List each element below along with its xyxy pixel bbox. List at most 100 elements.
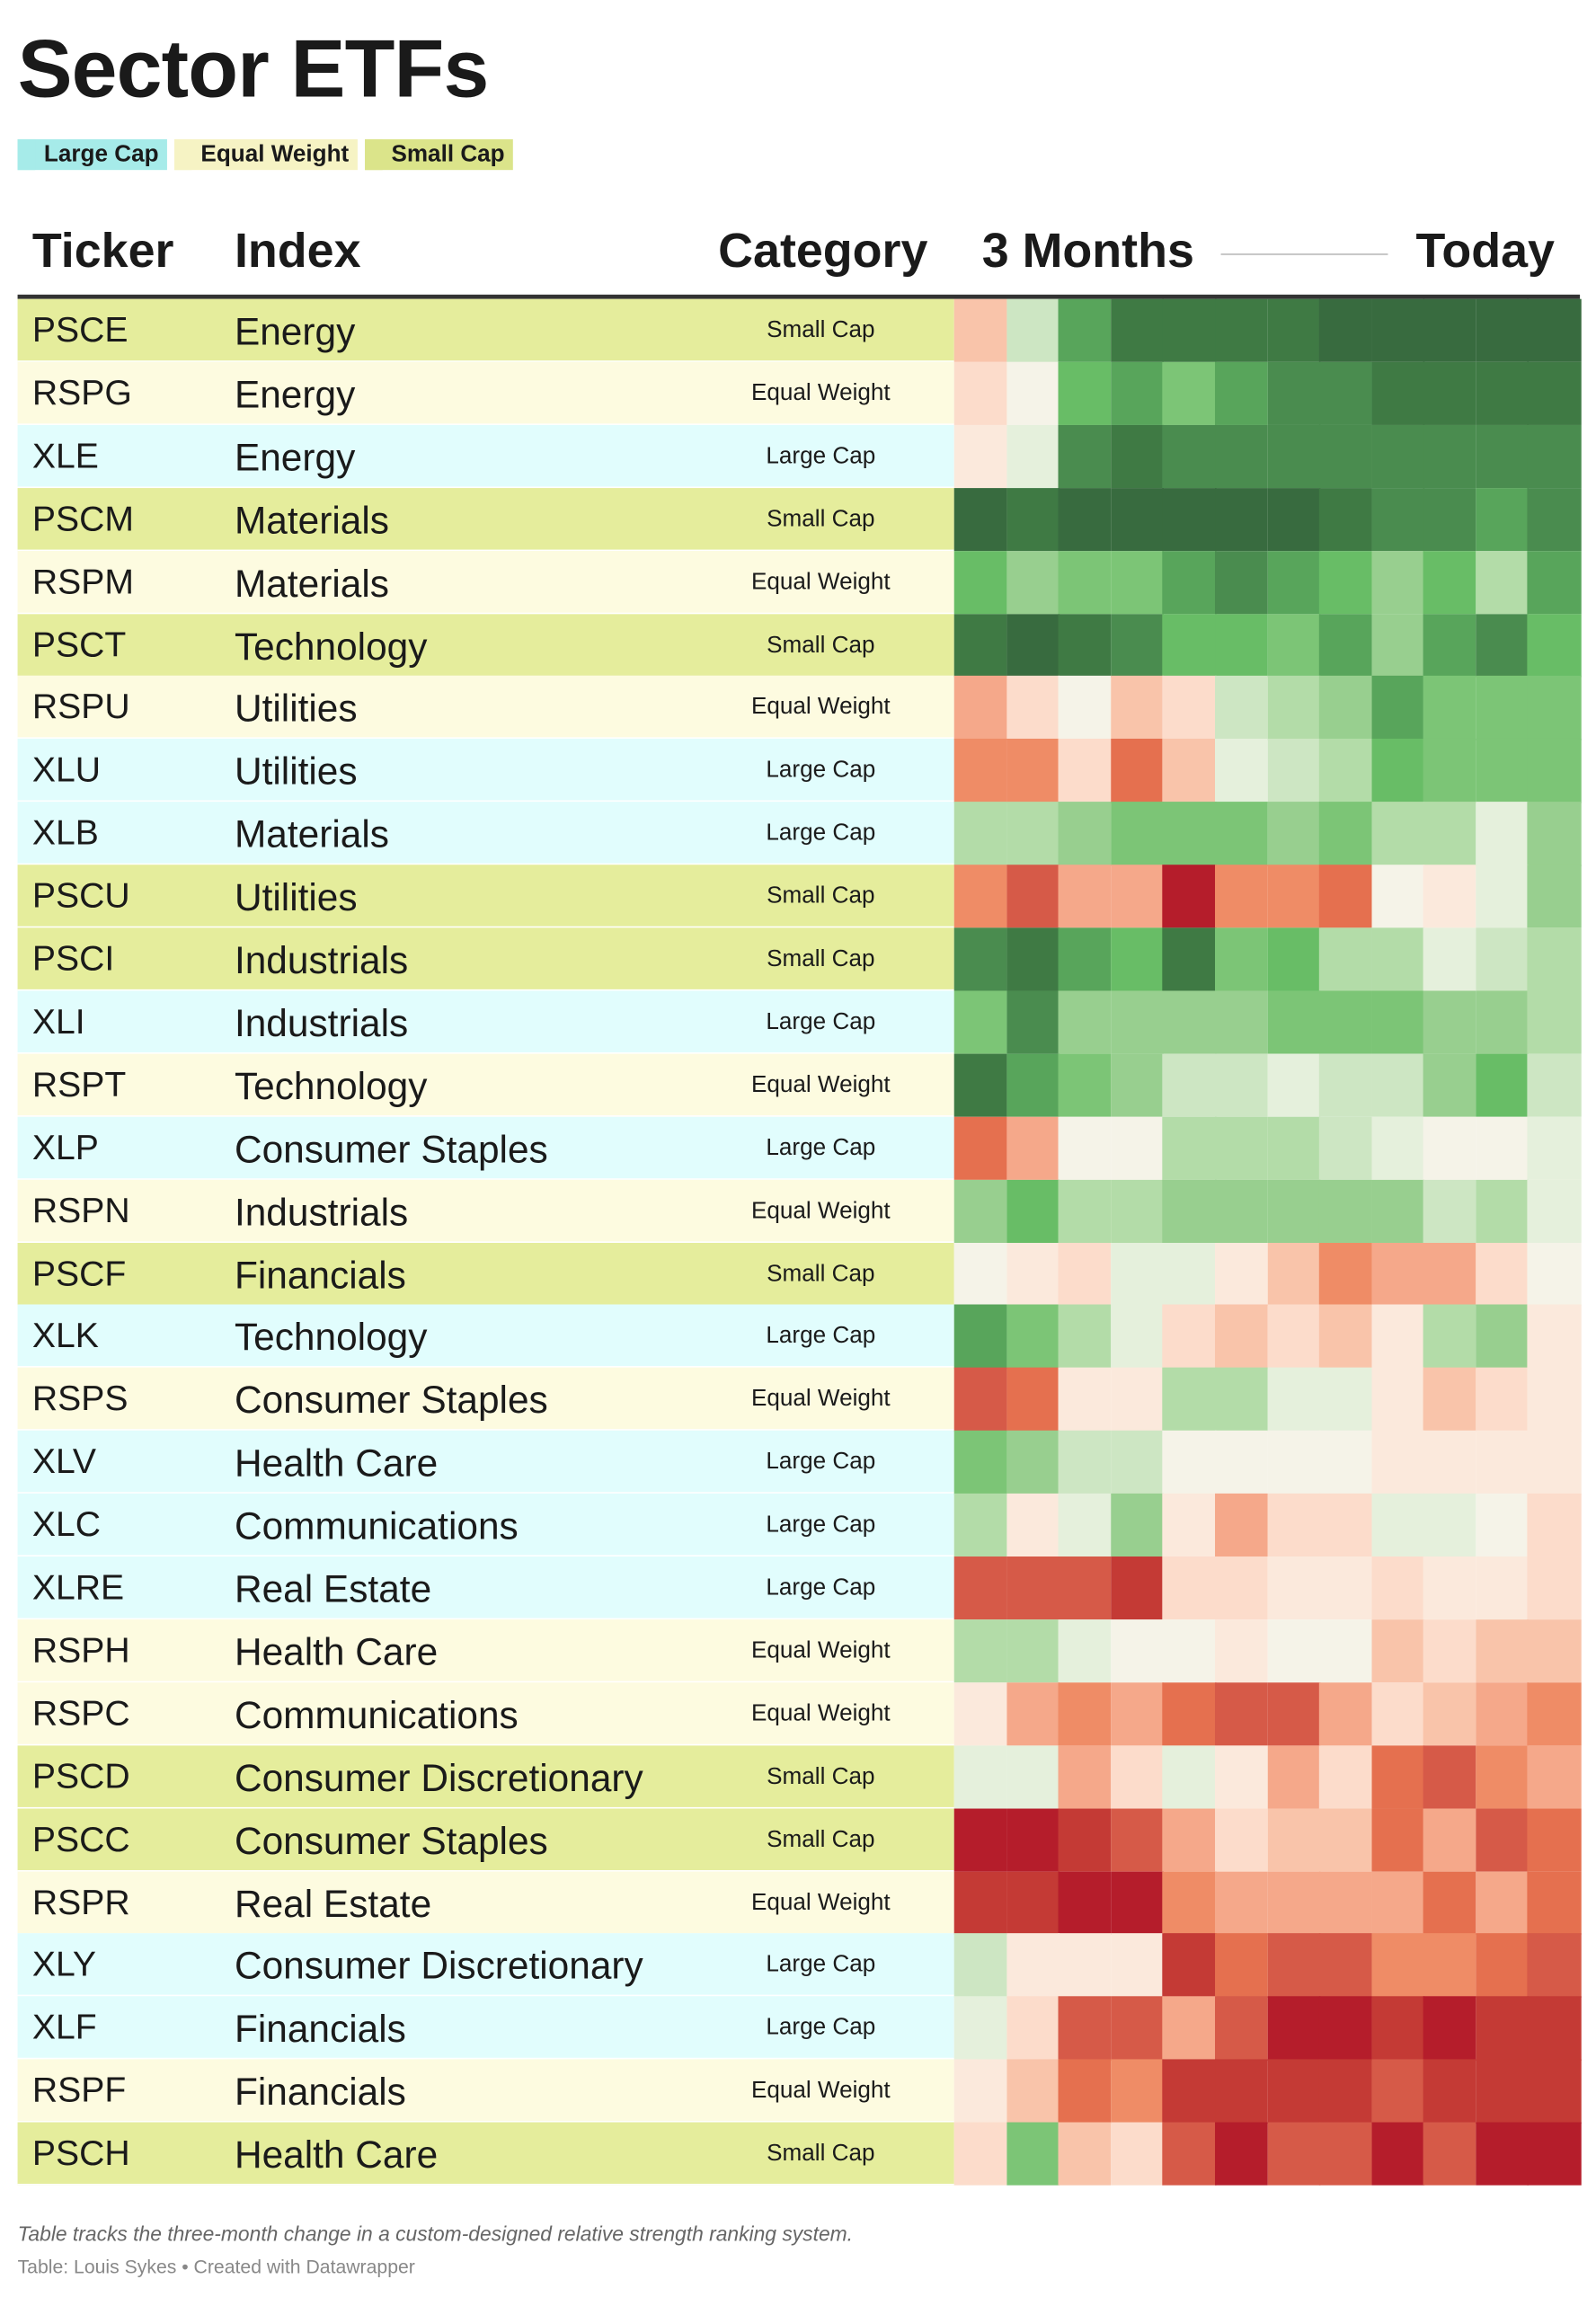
category: Large Cap xyxy=(766,1952,876,1978)
ticker: XLY xyxy=(31,1945,96,1985)
ticker: RSPM xyxy=(31,562,134,602)
heat-cell xyxy=(1476,1556,1530,1620)
heat-cell xyxy=(1370,1305,1424,1369)
heat-cell xyxy=(1370,1116,1424,1181)
index-name: Utilities xyxy=(234,686,358,731)
heat-cell xyxy=(1110,1807,1164,1872)
index-name: Industrials xyxy=(234,937,409,982)
heat-cell xyxy=(1006,1305,1060,1369)
table-row: RSPN Industrials Equal Weight xyxy=(17,1179,954,1243)
heat-cell xyxy=(1162,487,1216,552)
index-name: Utilities xyxy=(234,874,358,919)
heat-cell xyxy=(1162,550,1216,615)
heat-cell xyxy=(1006,990,1060,1055)
heat-cell xyxy=(1214,990,1268,1055)
heat-cell xyxy=(1006,802,1060,866)
legend-swatch xyxy=(174,138,192,171)
heat-cell xyxy=(1476,676,1530,741)
table-row: RSPT Technology Equal Weight xyxy=(17,1053,954,1117)
heat-cell xyxy=(1266,1116,1320,1181)
heat-cell xyxy=(953,2059,1007,2124)
heat-cell xyxy=(1423,550,1477,615)
legend-item: Equal Weight xyxy=(174,138,359,171)
heat-cell xyxy=(1006,1431,1060,1494)
table-row: PSCI Industrials Small Cap xyxy=(17,927,954,991)
index-name: Energy xyxy=(234,372,356,416)
heat-cell xyxy=(1370,927,1424,992)
category: Large Cap xyxy=(766,1009,876,1035)
table-row: XLP Consumer Staples Large Cap xyxy=(17,1116,954,1180)
table-row: RSPG Energy Equal Weight xyxy=(17,361,954,425)
heat-cell xyxy=(1266,802,1320,866)
heat-cell xyxy=(1162,1933,1216,1998)
heat-cell xyxy=(1162,1116,1216,1181)
heat-cell xyxy=(1318,865,1372,929)
heat-cell xyxy=(1423,1807,1477,1872)
heat-cell xyxy=(1423,1179,1477,1243)
heat-cell xyxy=(1370,1744,1424,1809)
heat-cell xyxy=(1214,865,1268,929)
heat-cell xyxy=(1110,927,1164,992)
heat-cell xyxy=(1266,676,1320,741)
index-name: Communications xyxy=(234,1692,519,1737)
heat-cell xyxy=(1058,739,1112,803)
heat-cell xyxy=(1214,1744,1268,1809)
ticker: XLP xyxy=(31,1128,99,1168)
heat-cell xyxy=(953,1431,1007,1494)
heat-cell xyxy=(1214,2122,1268,2186)
category: Equal Weight xyxy=(750,695,891,721)
category: Large Cap xyxy=(766,1512,876,1538)
category: Equal Weight xyxy=(750,1638,891,1663)
index-name: Financials xyxy=(234,1252,406,1297)
table-row: RSPU Utilities Equal Weight xyxy=(17,676,954,740)
heat-cell xyxy=(953,361,1007,426)
heat-cell xyxy=(1476,1305,1530,1369)
heat-cell xyxy=(1058,1431,1112,1494)
ticker: XLK xyxy=(31,1317,99,1357)
heat-cell xyxy=(1162,676,1216,741)
heat-cell xyxy=(1162,1368,1216,1432)
category: Equal Weight xyxy=(750,1890,891,1915)
heat-cell xyxy=(1318,990,1372,1055)
heat-cell xyxy=(1006,1242,1060,1306)
heat-cell xyxy=(1266,1996,1320,2061)
heat-cell xyxy=(1528,927,1582,992)
category: Equal Weight xyxy=(750,569,891,595)
heat-cell xyxy=(1528,1933,1582,1998)
category: Equal Weight xyxy=(750,1701,891,1726)
category: Large Cap xyxy=(766,1450,876,1475)
heat-cell xyxy=(953,1053,1007,1118)
heat-cell xyxy=(1006,1933,1060,1998)
heat-cell xyxy=(953,487,1007,552)
heat-cell xyxy=(1110,2059,1164,2124)
index-name: Industrials xyxy=(234,1000,409,1045)
heat-cell xyxy=(1162,1431,1216,1494)
heat-cell xyxy=(1476,1494,1530,1557)
index-name: Utilities xyxy=(234,749,358,794)
heat-cell xyxy=(1266,1053,1320,1118)
heat-cell xyxy=(1162,1494,1216,1557)
heat-cell xyxy=(1006,1179,1060,1243)
heat-cell xyxy=(1058,1619,1112,1683)
heat-cell xyxy=(953,2122,1007,2186)
heat-cell xyxy=(1370,1431,1424,1494)
heat-cell xyxy=(953,424,1007,489)
heat-cell xyxy=(1266,2059,1320,2124)
heat-cell xyxy=(1318,1305,1372,1369)
heat-cell xyxy=(1214,1870,1268,1935)
heat-cell xyxy=(1162,802,1216,866)
category: Large Cap xyxy=(766,1324,876,1350)
heat-cell xyxy=(1266,927,1320,992)
heat-cell xyxy=(1528,1368,1582,1432)
heat-cell xyxy=(1476,1870,1530,1935)
heat-cell xyxy=(1110,550,1164,615)
heat-cell xyxy=(1423,802,1477,866)
category: Small Cap xyxy=(767,883,875,909)
heat-cell xyxy=(1528,1870,1582,1935)
index-name: Communications xyxy=(234,1503,519,1548)
heat-cell xyxy=(1370,865,1424,929)
heat-cell xyxy=(1318,1996,1372,2061)
heat-cell xyxy=(1528,802,1582,866)
index-name: Consumer Discretionary xyxy=(234,1944,643,1989)
heat-cell xyxy=(1318,298,1372,363)
